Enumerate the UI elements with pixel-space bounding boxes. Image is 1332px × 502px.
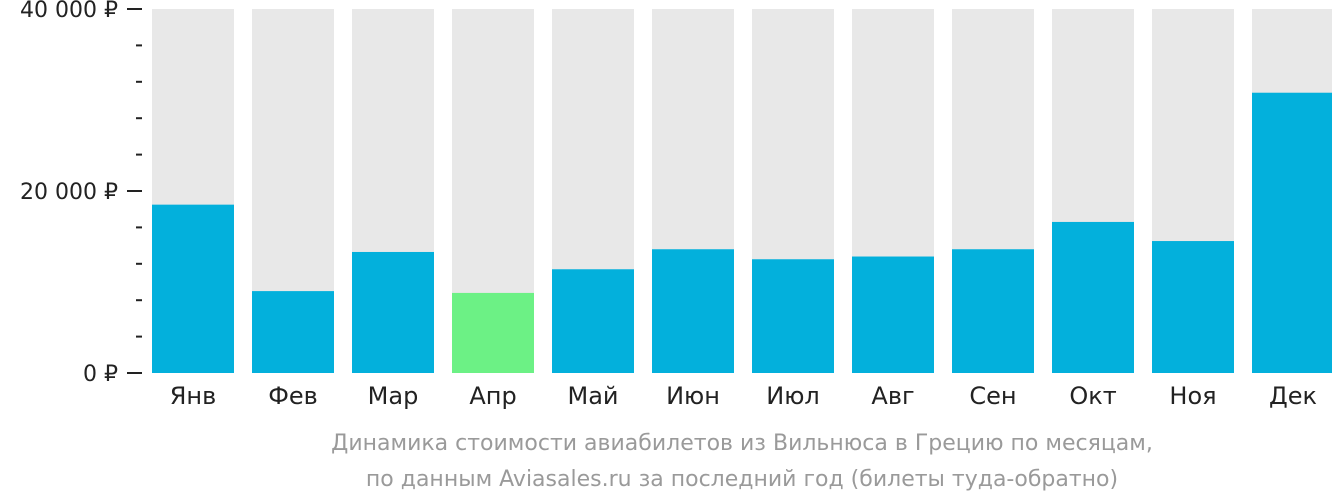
x-tick-label-7: Авг: [871, 382, 914, 410]
bar-3: [452, 292, 534, 373]
x-tick-label-4: Май: [567, 382, 618, 410]
bar-7: [852, 256, 934, 373]
bar-5: [652, 249, 734, 373]
bar-11: [1252, 92, 1332, 373]
bar-4: [552, 269, 634, 373]
bar-1: [252, 291, 334, 373]
x-tick-label-10: Ноя: [1169, 382, 1216, 410]
bar-0: [152, 204, 234, 373]
x-tick-label-0: Янв: [170, 382, 217, 410]
chart-caption-line-1: Динамика стоимости авиабилетов из Вильню…: [331, 431, 1153, 456]
x-tick-label-8: Сен: [969, 382, 1016, 410]
price-bar-chart: Янв Фев Мар Апр Май Июн Июл Авг Сен Окт Ноя Дек 0 ₽ 2…: [20, 0, 1332, 410]
x-tick-label-11: Дек: [1269, 382, 1317, 410]
bar-6: [752, 259, 834, 373]
x-tick-label-3: Апр: [469, 382, 516, 410]
y-tick-label-0: 0 ₽: [83, 362, 118, 387]
y-tick-label-1: 20 000 ₽: [20, 180, 118, 205]
bar-8: [952, 249, 1034, 373]
x-tick-label-6: Июл: [766, 382, 820, 410]
x-tick-label-1: Фев: [268, 382, 318, 410]
x-tick-label-2: Мар: [368, 382, 419, 410]
bar-10: [1152, 241, 1234, 373]
chart-caption-line-2: по данным Aviasales.ru за последний год …: [365, 467, 1119, 492]
x-tick-label-5: Июн: [666, 382, 720, 410]
bar-9: [1052, 221, 1134, 373]
bar-2: [352, 251, 434, 373]
x-tick-label-9: Окт: [1069, 382, 1116, 410]
y-tick-label-2: 40 000 ₽: [20, 0, 118, 23]
